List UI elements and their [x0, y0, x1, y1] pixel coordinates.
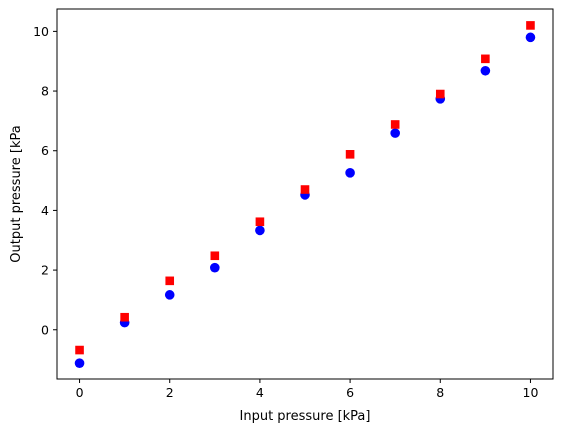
data-point-circle — [210, 262, 220, 273]
data-point-square — [75, 345, 84, 355]
data-point-square — [435, 89, 445, 99]
data-point-circle — [390, 128, 400, 138]
data-point-square — [526, 21, 535, 30]
data-point-square — [390, 120, 400, 129]
y-tick-label: 4 — [41, 203, 49, 218]
data-point-circle — [345, 168, 355, 178]
x-tick-label: 2 — [166, 385, 174, 400]
y-tick-label: 10 — [33, 24, 49, 39]
x-tick-label: 4 — [256, 385, 264, 400]
data-point-square — [165, 276, 175, 286]
data-point-circle — [74, 358, 85, 368]
x-tick-label: 0 — [76, 385, 84, 400]
x-tick-label: 10 — [523, 385, 539, 400]
x-axis-ticks: 0 2 4 6 8 10 — [76, 379, 539, 400]
x-axis-label: Input pressure [kPa] — [240, 409, 371, 424]
data-point-square — [255, 217, 265, 227]
x-tick-label: 8 — [436, 385, 444, 400]
data-point-square — [300, 185, 310, 194]
data-point-square — [210, 251, 220, 261]
data-point-circle — [255, 225, 265, 236]
data-point-square — [120, 312, 129, 322]
y-tick-label: 0 — [41, 322, 49, 337]
y-tick-label: 6 — [41, 143, 49, 158]
y-axis-ticks: 0 2 4 6 8 10 — [33, 24, 57, 337]
data-point-square — [345, 150, 355, 159]
data-marks — [74, 21, 536, 368]
data-point-square — [481, 54, 490, 64]
y-tick-label: 8 — [41, 84, 49, 99]
plot-frame — [56, 8, 554, 380]
data-point-circle — [525, 32, 536, 43]
y-tick-label: 2 — [41, 263, 49, 278]
y-axis-label: Output pressure [kPa — [9, 125, 24, 262]
data-point-circle — [164, 290, 175, 300]
x-tick-label: 6 — [346, 385, 354, 400]
data-point-circle — [480, 65, 491, 76]
